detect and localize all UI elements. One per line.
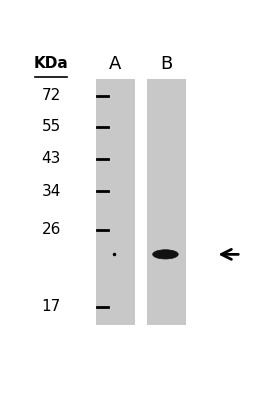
Text: 17: 17 (42, 299, 61, 314)
Text: 72: 72 (42, 88, 61, 103)
Text: 43: 43 (42, 151, 61, 166)
Text: B: B (160, 55, 173, 73)
Text: 34: 34 (42, 184, 61, 199)
Text: 26: 26 (42, 222, 61, 237)
Bar (96, 79, 134, 325)
Text: A: A (109, 55, 122, 73)
Text: 55: 55 (42, 119, 61, 134)
Ellipse shape (153, 250, 178, 259)
Text: KDa: KDa (34, 56, 69, 71)
Bar (147, 79, 186, 325)
